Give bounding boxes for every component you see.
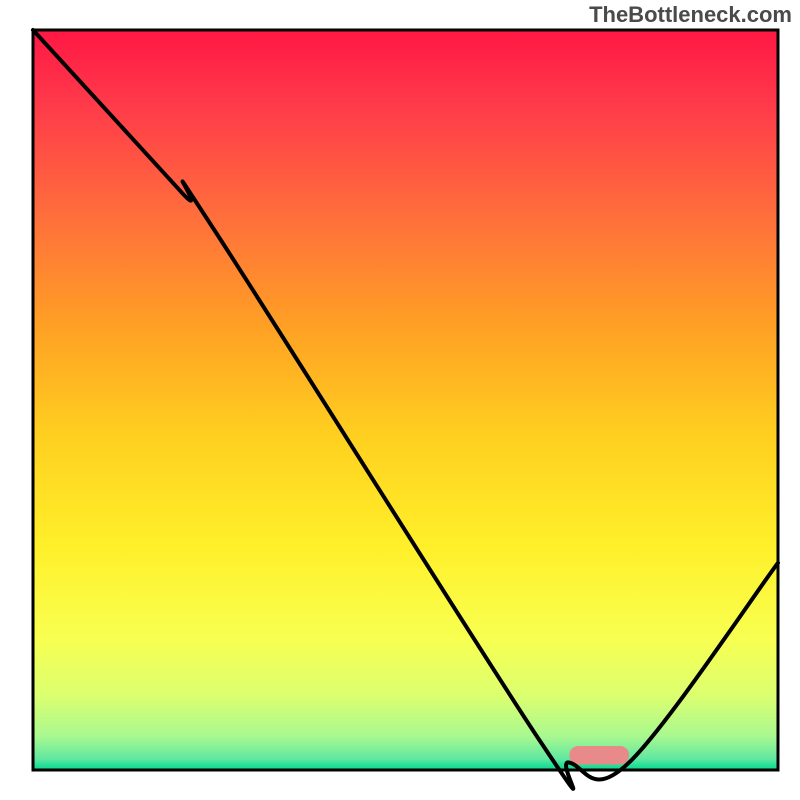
optimal-marker (569, 746, 629, 765)
bottleneck-chart (0, 0, 800, 800)
chart-container: TheBottleneck.com (0, 0, 800, 800)
plot-background (33, 30, 778, 770)
watermark-text: TheBottleneck.com (589, 2, 792, 28)
